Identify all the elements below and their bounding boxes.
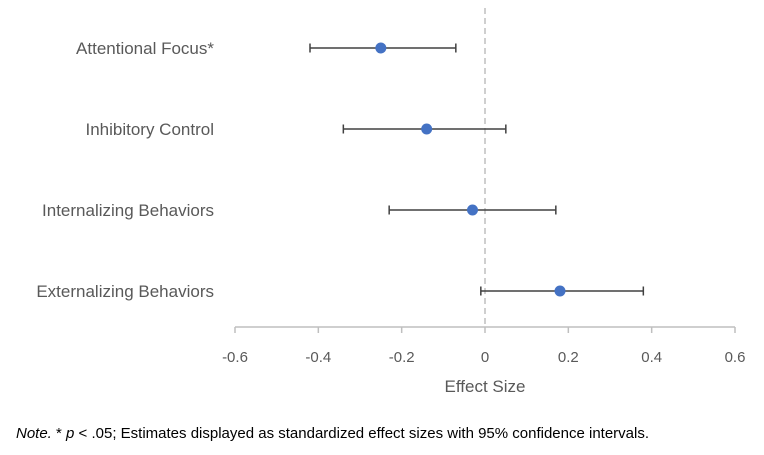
x-tick-label: 0.4: [641, 349, 662, 366]
estimate-point: [375, 42, 387, 54]
x-tick-label: 0: [481, 349, 489, 366]
estimate-point: [554, 285, 566, 297]
x-tick-label: 0.2: [558, 349, 579, 366]
category-label: Internalizing Behaviors: [42, 201, 214, 220]
note-star: *: [51, 425, 67, 442]
x-tick-label: -0.2: [389, 349, 415, 366]
estimate-point: [467, 204, 478, 216]
category-label: Attentional Focus*: [76, 39, 214, 58]
footnote: Note. * p < .05; Estimates displayed as …: [16, 425, 649, 442]
x-tick-label: -0.4: [305, 349, 331, 366]
x-tick-label: -0.6: [222, 349, 248, 366]
forest-plot-chart: -0.6 -0.4 -0.2 0 0.2 0.4 0.6 Attentional Focus…: [36, 8, 746, 396]
x-tick-label: 0.6: [725, 349, 746, 366]
note-text: < .05; Estimates displayed as standardiz…: [74, 425, 650, 442]
x-axis-title: Effect Size: [445, 377, 526, 396]
estimate-point: [421, 123, 433, 135]
category-label: Inhibitory Control: [85, 120, 214, 139]
note-p: p: [66, 425, 75, 442]
note-prefix: Note.: [16, 425, 52, 442]
category-label: Externalizing Behaviors: [36, 282, 214, 301]
